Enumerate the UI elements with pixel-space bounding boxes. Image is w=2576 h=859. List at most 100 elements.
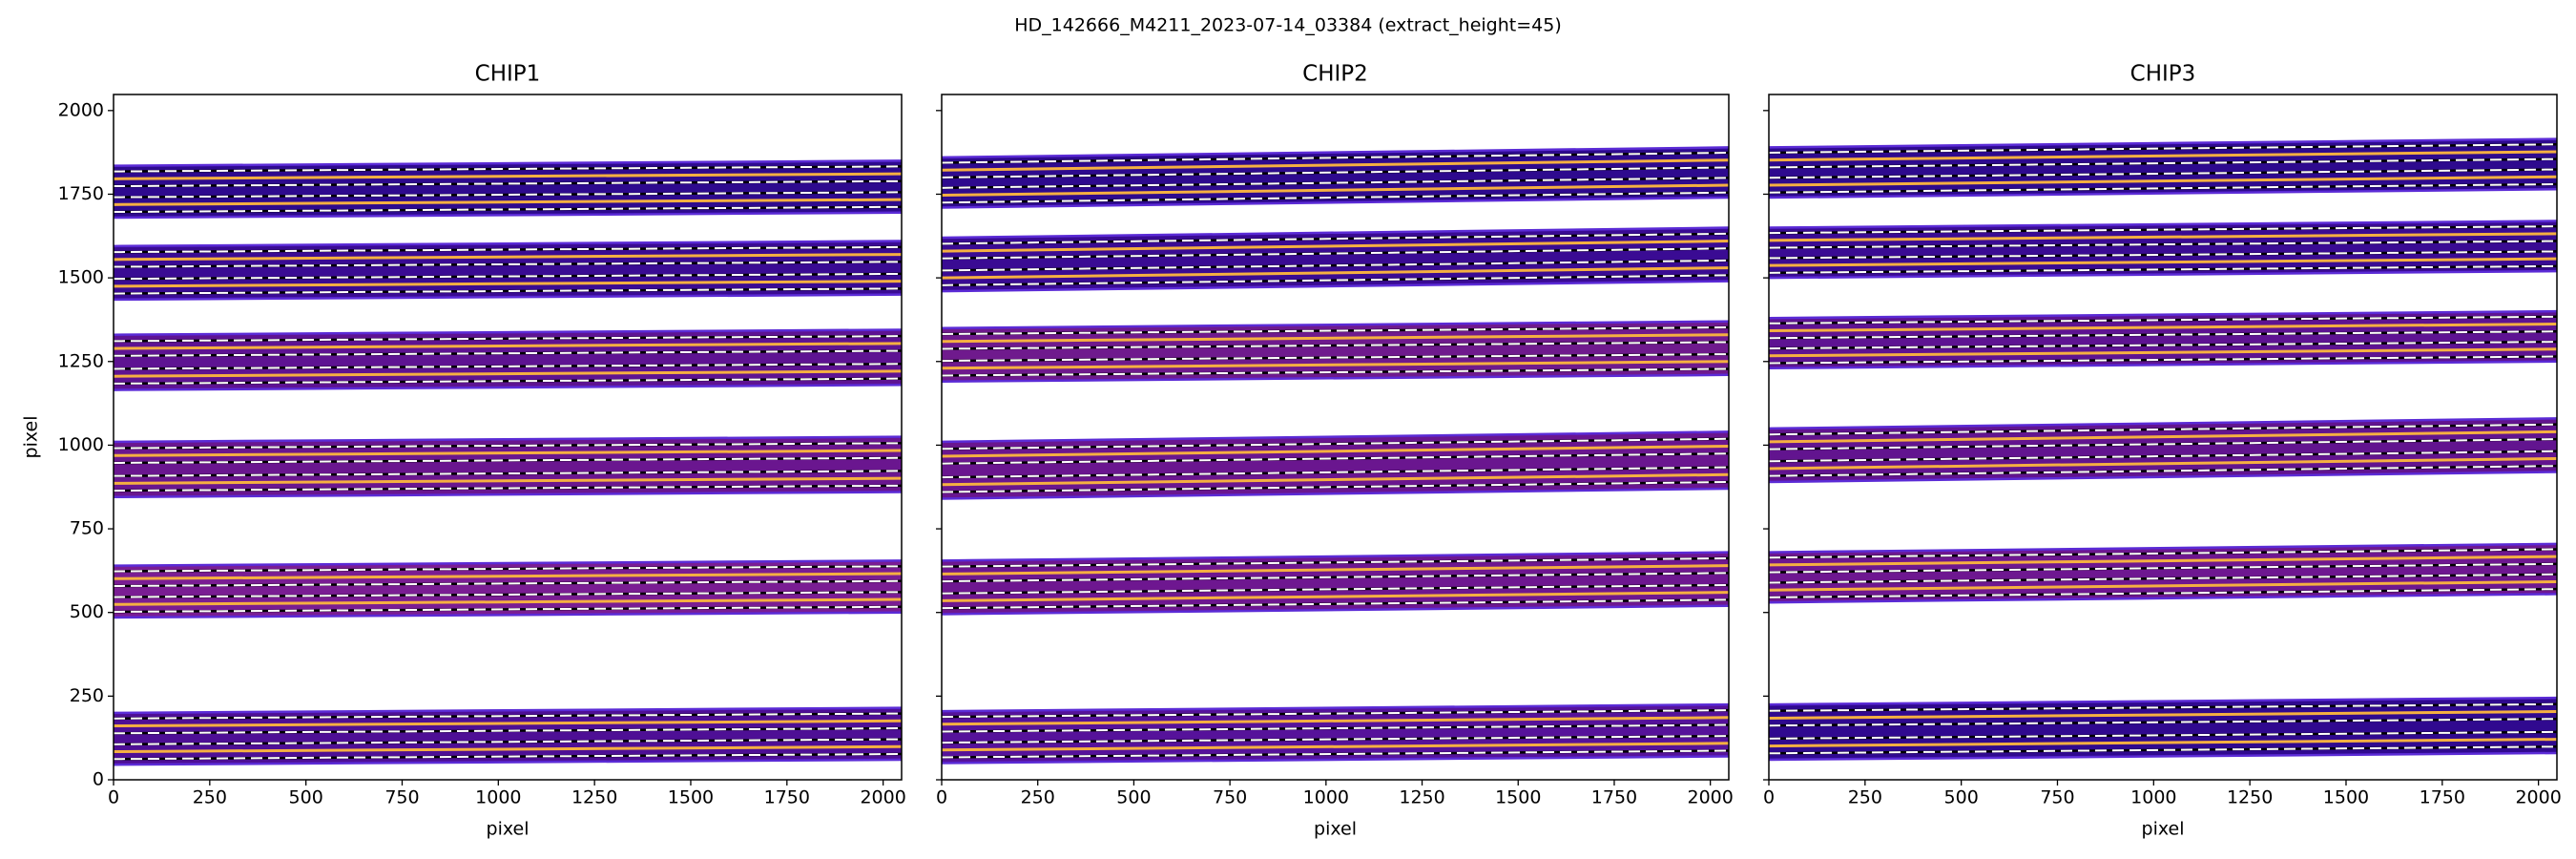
- order-edge: [1769, 471, 2557, 484]
- extract-bound: [942, 152, 1729, 164]
- order-edge: [1769, 360, 2557, 370]
- extract-bound: [1769, 450, 2557, 463]
- extract-bound: [114, 349, 902, 357]
- y-tick-label: 250: [70, 685, 104, 706]
- x-tick-label: 1750: [2420, 787, 2465, 808]
- extract-bound: [114, 261, 902, 268]
- order-edge: [114, 559, 902, 567]
- trace-line: [942, 333, 1729, 344]
- extract-bound: [942, 274, 1729, 286]
- y-tick-label: 750: [70, 518, 104, 539]
- trace-line: [114, 449, 902, 457]
- trace-line: [1769, 579, 2557, 592]
- order-edge: [114, 611, 902, 619]
- x-tick-label: 1250: [2227, 787, 2273, 808]
- extract-bound: [942, 598, 1729, 610]
- extract-bound: [942, 247, 1729, 260]
- x-tick-label: 250: [193, 787, 227, 808]
- order-edge: [942, 551, 1729, 562]
- order-edge: [942, 373, 1729, 384]
- extract-bound: [114, 179, 902, 188]
- order-edge: [114, 159, 902, 167]
- order-edge: [942, 196, 1729, 209]
- trace-line: [1769, 257, 2557, 267]
- order-edge: [1769, 309, 2557, 320]
- trace-line: [114, 572, 902, 580]
- extract-bound: [1769, 355, 2557, 365]
- x-tick-label: 250: [1021, 787, 1055, 808]
- x-tick-label: 1250: [571, 787, 617, 808]
- extract-bound: [114, 712, 902, 720]
- extract-bound: [114, 165, 902, 173]
- y-tick-label: 2000: [58, 99, 104, 120]
- extract-bound: [942, 166, 1729, 178]
- x-tick-label: 750: [2040, 787, 2074, 808]
- order-edge: [1769, 187, 2557, 199]
- x-axis-label: pixel: [2142, 819, 2185, 840]
- extract-bound: [942, 480, 1729, 493]
- order-band: [942, 431, 1729, 499]
- extract-bound: [114, 591, 902, 598]
- order-edge: [114, 328, 902, 336]
- x-tick-label: 0: [1763, 787, 1775, 808]
- x-tick-label: 1500: [668, 787, 714, 808]
- y-tick-label: 1000: [58, 434, 104, 455]
- extract-bound: [1769, 264, 2557, 274]
- order-edge: [114, 758, 902, 766]
- y-tick-label: 500: [70, 601, 104, 622]
- extract-bound: [1769, 562, 2557, 574]
- order-edge: [1769, 220, 2557, 229]
- x-tick-label: 0: [936, 787, 947, 808]
- trace-line: [942, 240, 1729, 253]
- extract-bound: [942, 466, 1729, 479]
- extract-bound: [114, 727, 902, 735]
- extract-bound: [942, 326, 1729, 336]
- order-edge: [1769, 417, 2557, 430]
- trace-line: [1769, 323, 2557, 333]
- order-edge: [1769, 542, 2557, 554]
- trace-line: [1769, 430, 2557, 444]
- extract-bound: [114, 205, 902, 214]
- trace-line: [942, 716, 1729, 726]
- trace-line: [942, 472, 1729, 487]
- extract-bound: [942, 353, 1729, 363]
- trace-line: [114, 198, 902, 206]
- extract-bound: [114, 738, 902, 745]
- extract-bound: [1769, 225, 2557, 235]
- x-tick-label: 1000: [475, 787, 521, 808]
- x-tick-label: 500: [289, 787, 323, 808]
- extract-bound: [114, 484, 902, 492]
- figure-title: HD_142666_M4211_2023-07-14_03384 (extrac…: [1014, 15, 1561, 36]
- trace-line: [114, 280, 902, 288]
- trace-line: [942, 158, 1729, 172]
- extract-bound: [114, 191, 902, 199]
- x-tick-label: 2000: [1687, 787, 1733, 808]
- extract-bound: [1769, 330, 2557, 340]
- extract-bound: [942, 556, 1729, 568]
- trace-line: [1769, 150, 2557, 162]
- y-tick-label: 1500: [58, 267, 104, 288]
- extract-bound: [114, 565, 902, 573]
- extract-bound: [1769, 182, 2557, 194]
- axes-frame: [113, 94, 903, 781]
- extract-bound: [1769, 573, 2557, 584]
- x-tick-label: 750: [384, 787, 419, 808]
- order-edge: [942, 320, 1729, 329]
- extract-bound: [1769, 240, 2557, 249]
- extract-bound: [942, 572, 1729, 583]
- x-tick-label: 250: [1848, 787, 1882, 808]
- order-edge: [942, 280, 1729, 293]
- extract-bound: [114, 377, 902, 385]
- extract-bound: [942, 452, 1729, 465]
- extract-bound: [942, 259, 1729, 272]
- order-edge: [942, 146, 1729, 159]
- extract-bound: [114, 442, 902, 450]
- trace-line: [942, 742, 1729, 752]
- trace-line: [114, 476, 902, 485]
- plot-area: [1769, 137, 2557, 762]
- extract-bound: [1769, 143, 2557, 155]
- panel-title: CHIP1: [475, 62, 541, 87]
- order-edge: [1769, 593, 2557, 604]
- extract-bound: [1769, 588, 2557, 598]
